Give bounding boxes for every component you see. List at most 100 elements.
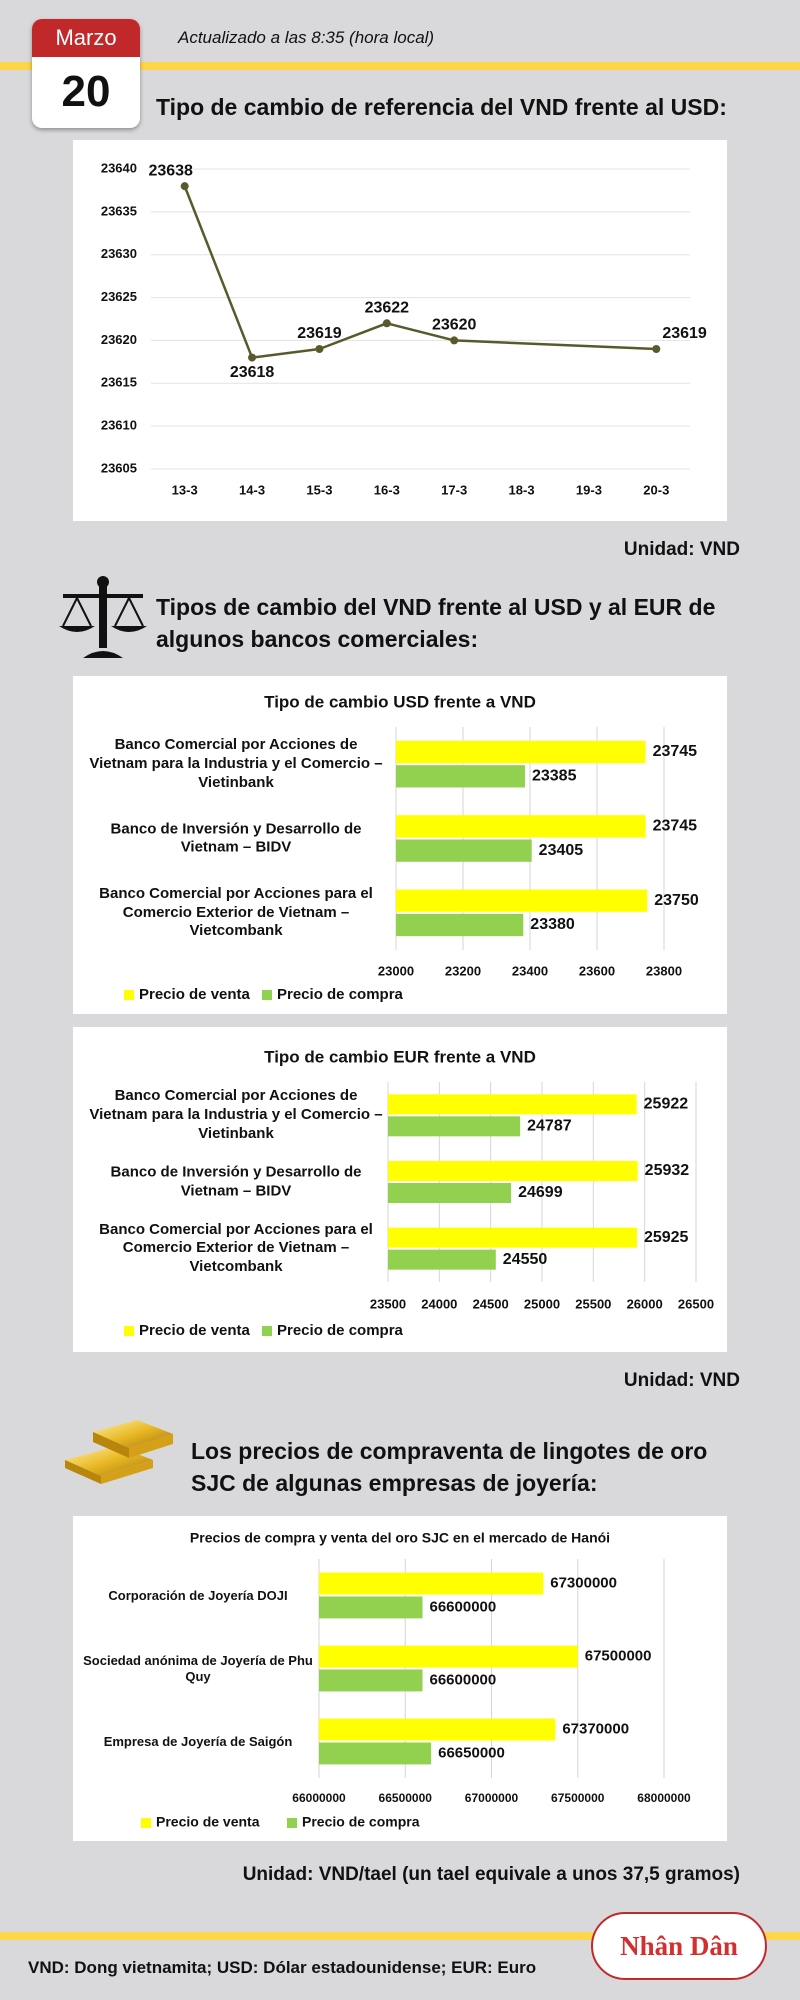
line-segment	[318, 322, 388, 351]
x-tick-label: 23500	[370, 1296, 406, 1311]
bar	[388, 1227, 637, 1248]
bar	[319, 1572, 544, 1595]
data-label: 24550	[503, 1251, 548, 1268]
bar	[396, 765, 525, 788]
updated: Actualizado a las 8:35 (hora local)	[178, 28, 435, 47]
x-tick-label: 23200	[445, 963, 481, 978]
x-tick-label: 16-3	[374, 482, 400, 497]
line-segment	[454, 339, 657, 351]
x-tick-label: 25000	[524, 1296, 560, 1311]
data-label: 67500000	[585, 1648, 652, 1665]
legend-label: Precio de compra	[302, 1814, 420, 1830]
data-label: 66600000	[430, 1598, 497, 1615]
category-label: Corporación de Joyería DOJI	[108, 1587, 288, 1603]
data-label: 23385	[532, 768, 577, 785]
legend-label: Precio de compra	[277, 1322, 404, 1339]
bar	[319, 1742, 432, 1765]
x-tick-label: 67500000	[551, 1791, 605, 1805]
x-tick-label: 25500	[575, 1296, 611, 1311]
bar	[396, 740, 646, 764]
unit: Unidad: VND	[623, 1370, 740, 1391]
line-segment	[386, 322, 455, 342]
data-label: 24787	[527, 1118, 572, 1135]
y-tick-label: 23605	[101, 460, 137, 475]
y-tick-label: 23630	[101, 246, 137, 261]
data-label: 23745	[653, 818, 698, 835]
legend-swatch	[262, 1326, 272, 1336]
y-tick-label: 23615	[101, 375, 137, 390]
category-label: Empresa de Joyería de Saigón	[103, 1733, 293, 1749]
chart-card: Precios de compra y venta del oro SJC en…	[73, 1516, 727, 1841]
data-label: 25932	[645, 1162, 690, 1179]
unit: Unidad: VND	[623, 539, 740, 560]
category-label: Banco Comercial por Acciones de Vietnam …	[89, 1087, 383, 1142]
data-label: 25925	[644, 1229, 689, 1246]
section-title: Tipos de cambio del VND frente al USD y …	[156, 594, 716, 652]
bar	[396, 913, 524, 937]
section-title: Los precios de compraventa de lingotes d…	[191, 1438, 708, 1496]
x-tick-label: 26000	[627, 1296, 663, 1311]
chart: Tipo de cambio EUR frente a VND 23500 2400…	[124, 1047, 714, 1339]
x-tick-label: 14-3	[239, 482, 265, 497]
unit: Unidad: VND/tael (un tael equivale a uno…	[242, 1864, 740, 1885]
category-label: Banco de Inversión y Desarrollo de Vietn…	[110, 819, 362, 856]
day: 20	[61, 67, 111, 116]
legend-label: Precio de compra	[277, 986, 404, 1003]
chart: Precios de compra y venta del oro SJC en…	[141, 1530, 691, 1830]
x-tick-label: 23000	[378, 963, 414, 978]
date-box: Marzo 20	[32, 19, 140, 128]
x-tick-label: 19-3	[576, 482, 602, 497]
chart-title: Precios de compra y venta del oro SJC en…	[190, 1530, 610, 1546]
point	[652, 345, 661, 353]
month: Marzo	[32, 19, 140, 57]
point	[180, 182, 189, 191]
bar	[319, 1645, 578, 1668]
point	[382, 319, 391, 328]
x-tick-label: 23800	[646, 963, 682, 978]
x-tick-label: 23600	[579, 963, 615, 978]
x-tick-label: 68000000	[637, 1791, 691, 1805]
x-tick-label: 24000	[421, 1296, 457, 1311]
legend-swatch	[141, 1818, 151, 1828]
data-label: 23750	[654, 892, 699, 909]
data-label: 23380	[530, 916, 575, 933]
data-label: 66600000	[430, 1671, 497, 1688]
data-label: 23638	[148, 162, 193, 179]
bar	[319, 1669, 423, 1692]
chart-title: Tipo de cambio EUR frente a VND	[264, 1047, 536, 1066]
legend-swatch	[262, 990, 272, 1000]
bar	[388, 1249, 496, 1270]
point	[315, 345, 324, 353]
y-tick-label: 23640	[101, 160, 137, 175]
x-tick-label: 26500	[678, 1296, 714, 1311]
data-label: 23619	[297, 325, 342, 342]
data-label: 23619	[662, 325, 707, 342]
x-tick-label: 24500	[473, 1296, 509, 1311]
chart-card: 23605 23610 23615 23620 23625 23630 23635 23640…	[73, 140, 727, 521]
scale-icon	[59, 576, 147, 658]
point	[450, 336, 459, 345]
chart: Tipo de cambio USD frente a VND 23000 2320…	[124, 692, 699, 1003]
x-tick-label: 13-3	[172, 482, 198, 497]
chart-card: Tipo de cambio EUR frente a VND 23500 2400…	[73, 1027, 727, 1352]
line-segment	[183, 185, 254, 359]
section-title: Tipo de cambio de referencia del VND fre…	[156, 94, 727, 120]
bar	[396, 839, 532, 862]
y-tick-label: 23635	[101, 203, 137, 218]
chart-title: Tipo de cambio USD frente a VND	[264, 692, 536, 711]
x-tick-label: 23400	[512, 963, 548, 978]
legend-label: Precio de venta	[139, 986, 251, 1003]
data-label: 23622	[365, 300, 410, 317]
x-tick-label: 18-3	[509, 482, 535, 497]
x-tick-label: 66500000	[379, 1791, 433, 1805]
point	[248, 353, 257, 362]
top-band	[0, 62, 800, 70]
data-label: 23405	[539, 842, 584, 859]
bottom-band	[0, 1932, 800, 1940]
category-label: Banco de Inversión y Desarrollo de Vietn…	[110, 1163, 362, 1199]
data-label: 24699	[518, 1184, 563, 1201]
bar	[388, 1094, 637, 1115]
x-tick-label: 17-3	[441, 482, 467, 497]
chart-card: Tipo de cambio USD frente a VND 23000 2320…	[73, 676, 727, 1014]
